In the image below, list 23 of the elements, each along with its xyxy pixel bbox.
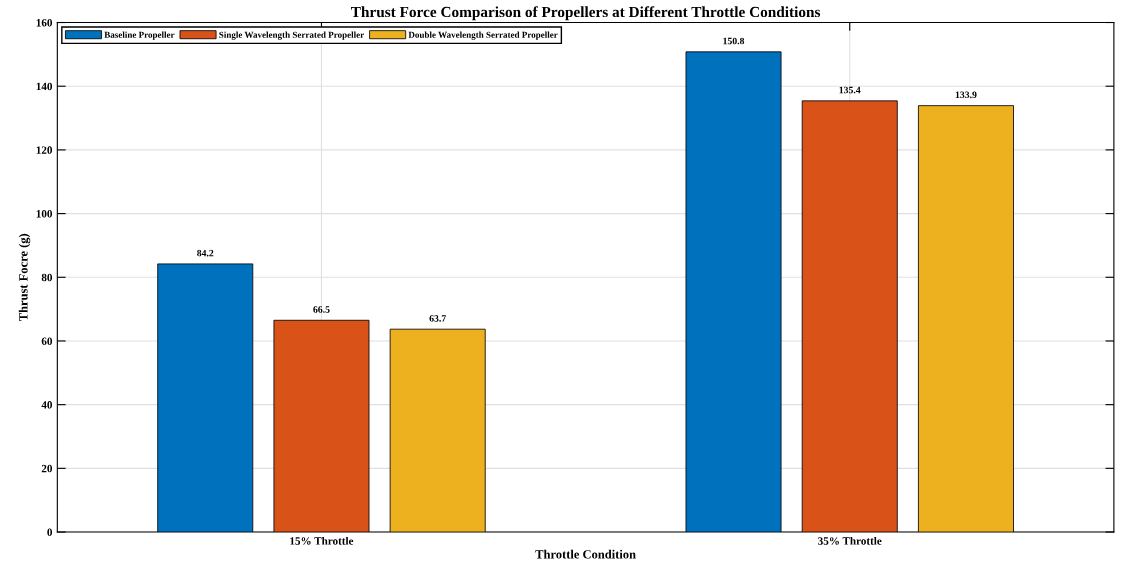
x-tick-label: 15% Throttle [290, 536, 354, 545]
x-tick-label: 35% Throttle [818, 536, 882, 545]
y-tick-label: 80 [41, 273, 53, 282]
data-label: 66.5 [313, 306, 330, 313]
data-label: 84.2 [197, 249, 214, 257]
y-tick-label: 40 [41, 401, 53, 409]
data-label: 133.9 [955, 91, 977, 99]
chart-title: Thrust Force Comparison of Propellers at Different Throttle Conditions [351, 6, 821, 21]
y-tick-label: 100 [36, 210, 53, 218]
y-tick-label: 160 [36, 18, 53, 27]
y-tick-label: 60 [41, 337, 53, 345]
x-axis-title: Throttle Condition [535, 549, 636, 559]
y-tick-label: 120 [36, 146, 53, 154]
legend-label: Baseline Propeller [104, 31, 175, 40]
legend-label: Double Wavelength Serrated Propeller [408, 31, 558, 40]
legend-label: Single Wavelength Serrated Propeller [219, 31, 364, 40]
y-axis-title: Thrust Focre (g) [18, 233, 31, 322]
y-tick-label: 0 [47, 528, 53, 536]
data-label: 135.4 [839, 86, 861, 94]
data-label: 150.8 [723, 37, 745, 45]
data-label: 63.7 [429, 315, 446, 322]
y-tick-label: 140 [36, 82, 53, 91]
y-tick-label: 20 [41, 464, 53, 473]
